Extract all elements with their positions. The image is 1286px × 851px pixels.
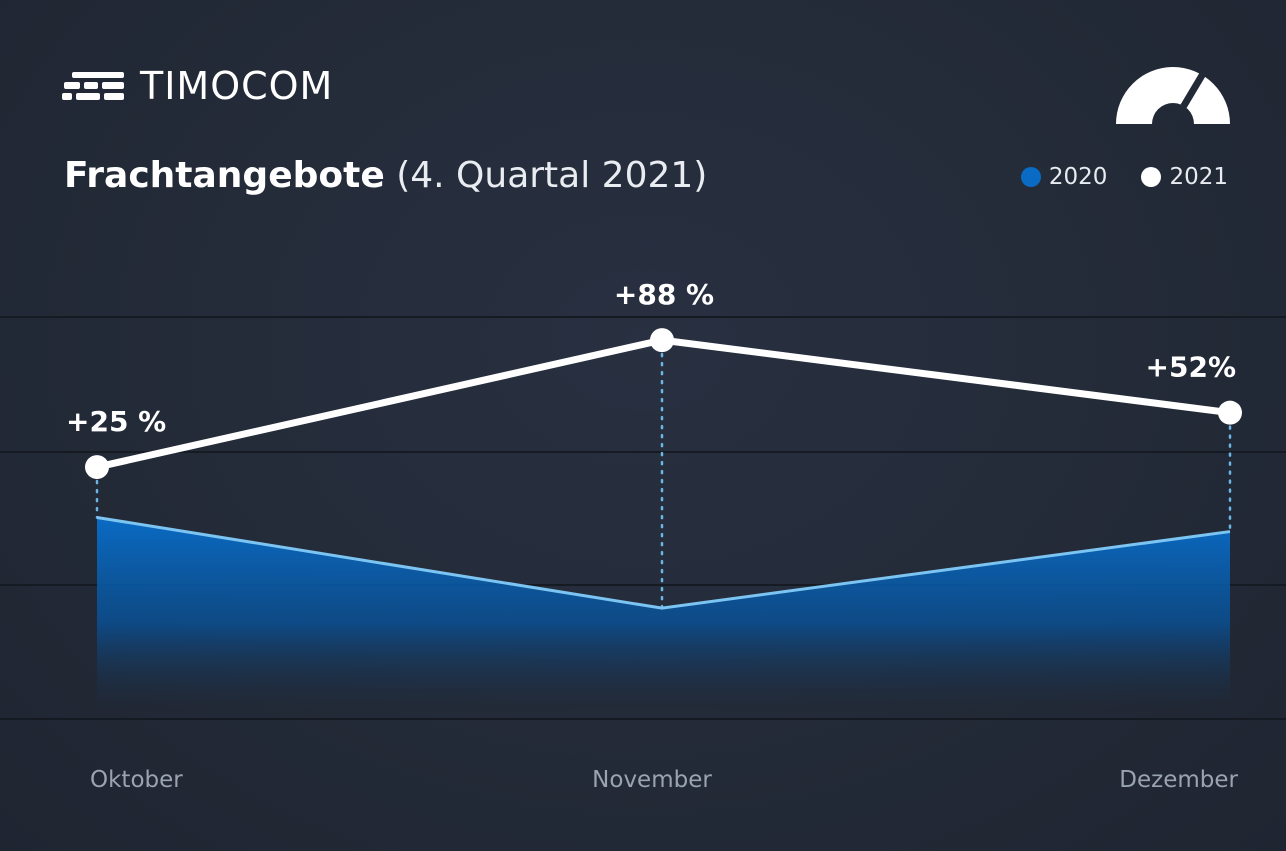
legend-item-2021: 2021 (1141, 164, 1228, 190)
chart-title-main: Frachtangebote (64, 155, 385, 196)
chart-title-sub: (4. Quartal 2021) (396, 155, 708, 196)
series-2020-area (97, 517, 1230, 711)
brand: TIMOCOM (62, 62, 333, 110)
series-2021-point-november (650, 328, 674, 353)
legend: 2020 2021 (1020, 164, 1228, 190)
legend-dot-2020 (1020, 167, 1041, 187)
gauge-icon (1116, 67, 1230, 126)
chart-title: Frachtangebote (4. Quartal 2021) (64, 150, 707, 202)
series-2021-line (96, 336, 1231, 471)
speed-lines-logo-icon (62, 72, 124, 100)
legend-label-2021: 2021 (1169, 164, 1228, 190)
series-2020-line (96, 515, 1231, 610)
legend-dot-2021 (1141, 167, 1162, 187)
x-tick-november: November (592, 767, 712, 793)
data-label-oktober: +25 % (66, 405, 166, 438)
brand-name: TIMOCOM (140, 64, 334, 108)
x-tick-oktober: Oktober (90, 767, 183, 793)
legend-label-2020: 2020 (1048, 164, 1108, 190)
series-2021-point-oktober (85, 455, 109, 480)
x-tick-dezember: Dezember (1119, 767, 1238, 793)
series-2021-point-dezember (1218, 400, 1242, 425)
data-label-dezember: +52% (1146, 351, 1236, 384)
data-label-november: +88 % (614, 278, 714, 311)
legend-item-2020: 2020 (1020, 164, 1108, 190)
